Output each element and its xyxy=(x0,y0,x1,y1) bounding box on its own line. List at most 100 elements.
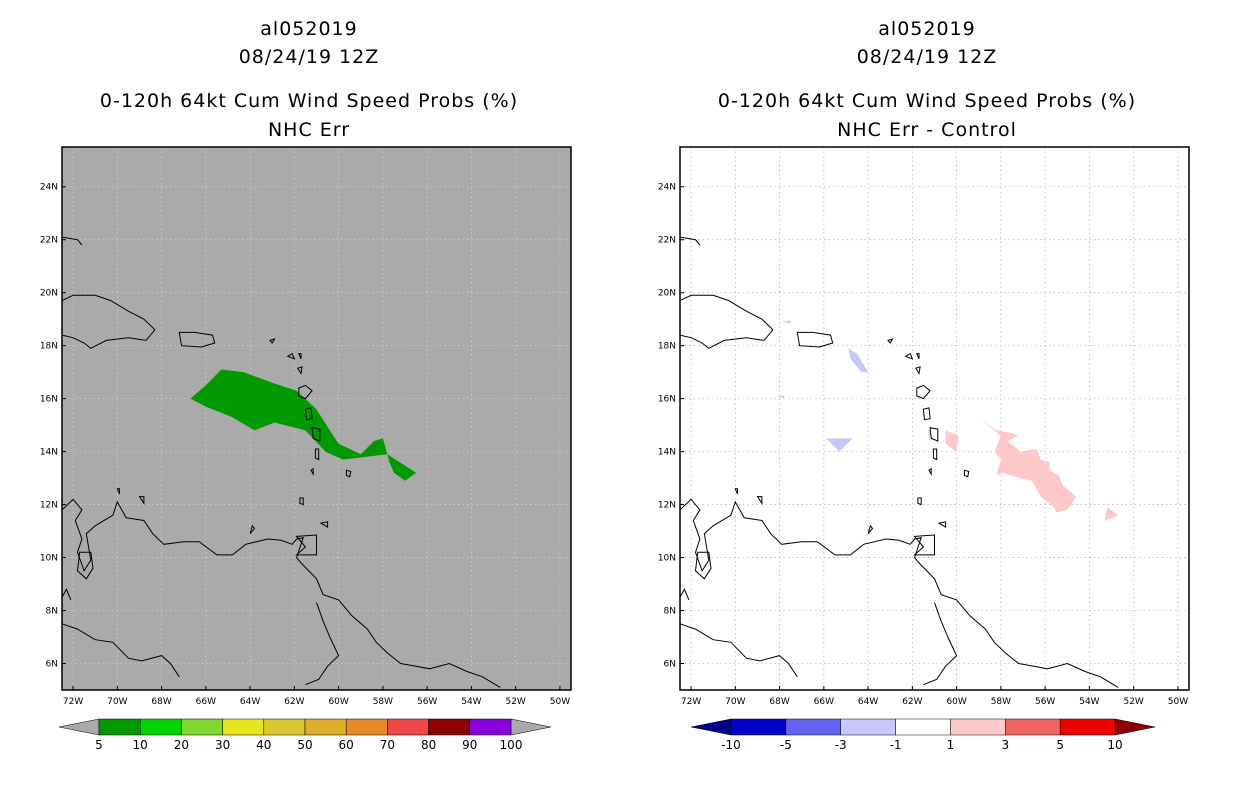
colorbar-swatch xyxy=(895,718,951,736)
colorbar-swatch xyxy=(304,718,347,736)
x-tick-label: 50W xyxy=(1168,697,1188,707)
x-tick-label: 50W xyxy=(550,697,570,707)
colorbar-swatch xyxy=(469,718,512,736)
coastline-island xyxy=(929,427,939,442)
coastline-south-america xyxy=(61,498,501,688)
colorbar-swatch xyxy=(139,718,182,736)
y-tick-label: 12N xyxy=(658,501,676,511)
colorbar-label: 1 xyxy=(947,738,955,752)
x-tick-label: 66W xyxy=(814,697,834,707)
y-tick-label: 10N xyxy=(40,554,58,564)
y-tick-label: 22N xyxy=(658,236,676,246)
x-tick-label: 64W xyxy=(858,697,878,707)
x-tick-label: 60W xyxy=(328,697,348,707)
x-tick-label: 72W xyxy=(63,697,83,707)
coastline-puerto-rico xyxy=(178,331,216,348)
colorbar-label: 40 xyxy=(256,738,271,752)
coastline-island xyxy=(916,384,931,400)
colorbar-label: 60 xyxy=(339,738,354,752)
colorbar-swatch xyxy=(730,718,787,736)
colorbar: -10 -5 -3 -1 1 3 5 10 xyxy=(690,718,1156,752)
right-product-title: 0-120h 64kt Cum Wind Speed Probs (%) xyxy=(717,90,1137,112)
colorbar-label: 10 xyxy=(133,738,148,752)
coastline-island xyxy=(298,353,302,360)
coastline-hispaniola xyxy=(61,294,156,349)
difference-area-negative xyxy=(781,320,791,324)
coastline-guyana-inner xyxy=(305,602,340,686)
right-storm-id: al052019 xyxy=(878,18,976,40)
colorbar-label: -5 xyxy=(780,738,792,752)
coastline-island xyxy=(867,524,874,535)
coastline-island xyxy=(928,467,932,477)
colorbar-swatch xyxy=(98,718,141,736)
x-tick-label: 62W xyxy=(284,697,304,707)
x-tick-label: 56W xyxy=(417,697,437,707)
colorbar-label: 10 xyxy=(1107,738,1122,752)
colorbar-label: 3 xyxy=(1001,738,1009,752)
coastline-panama xyxy=(61,588,72,601)
y-tick-label: 6N xyxy=(664,660,676,670)
colorbar-swatch xyxy=(387,718,429,736)
coastline-cuba-tail xyxy=(61,236,83,246)
x-tick-label: 70W xyxy=(725,697,745,707)
coastline-cuba-tail xyxy=(679,236,701,246)
difference-area-negative xyxy=(826,438,853,452)
map-frame: 24N 22N 20N 18N 16N 14N 12N 10N 8N 6N 72W 70W 68W 66W… xyxy=(658,146,1190,707)
colorbar-swatch xyxy=(950,718,1006,736)
colorbar-label: 5 xyxy=(1056,738,1064,752)
x-tick-label: 72W xyxy=(681,697,701,707)
coastline-island xyxy=(904,352,914,360)
coastline-island xyxy=(269,338,276,344)
x-tick-label: 68W xyxy=(769,697,789,707)
y-tick-label: 8N xyxy=(46,607,58,617)
y-tick-label: 24N xyxy=(40,183,58,193)
coastline-panama xyxy=(679,588,690,601)
colorbar-swatch xyxy=(785,718,841,736)
colorbar-label: 50 xyxy=(297,738,312,752)
colorbar-arrow-right xyxy=(1114,718,1156,736)
y-tick-label: 18N xyxy=(40,342,58,352)
left-panel: al052019 08/24/19 12Z 0-120h 64kt Cum Wi… xyxy=(40,18,572,752)
colorbar-label: -1 xyxy=(890,738,902,752)
coastline-trinidad xyxy=(913,534,935,556)
y-tick-label: 18N xyxy=(658,342,676,352)
coastline-island xyxy=(963,469,970,478)
x-tick-label: 60W xyxy=(946,697,966,707)
x-tick-label: 62W xyxy=(902,697,922,707)
coastline-island xyxy=(937,521,947,528)
coastline-island xyxy=(916,353,920,360)
left-product-title: 0-120h 64kt Cum Wind Speed Probs (%) xyxy=(99,90,519,112)
y-tick-label: 6N xyxy=(46,660,58,670)
colorbar-swatch xyxy=(1005,718,1061,736)
colorbar-swatch xyxy=(840,718,896,736)
coastline-island xyxy=(314,448,320,461)
map-border xyxy=(61,146,572,691)
coastline-island xyxy=(299,497,304,506)
coastline-colombia-inner xyxy=(61,623,180,678)
coastline-island xyxy=(887,338,894,344)
difference-area-positive xyxy=(981,419,1077,513)
colorbar-label: 80 xyxy=(421,738,436,752)
y-tick-label: 22N xyxy=(40,236,58,246)
coastline-island xyxy=(249,524,256,535)
y-tick-label: 12N xyxy=(40,501,58,511)
x-tick-label: 58W xyxy=(991,697,1011,707)
coastline-puerto-rico xyxy=(796,331,834,348)
coastline-island xyxy=(311,427,321,442)
x-tick-label: 54W xyxy=(1079,697,1099,707)
x-tick-label: 52W xyxy=(505,697,525,707)
coastline-hispaniola xyxy=(679,294,774,349)
coastline-island xyxy=(914,366,921,375)
colorbar-label: 30 xyxy=(215,738,230,752)
colorbar-swatch xyxy=(181,718,223,736)
colorbar-label: 20 xyxy=(174,738,189,752)
x-tick-label: 52W xyxy=(1123,697,1143,707)
x-tick-label: 68W xyxy=(151,697,171,707)
coastline-island xyxy=(922,407,931,421)
difference-area-positive xyxy=(927,430,931,444)
y-tick-label: 10N xyxy=(658,554,676,564)
x-tick-label: 54W xyxy=(461,697,481,707)
probability-area-5-10 xyxy=(190,369,417,481)
coastline-island xyxy=(345,469,352,478)
y-tick-label: 20N xyxy=(658,289,676,299)
